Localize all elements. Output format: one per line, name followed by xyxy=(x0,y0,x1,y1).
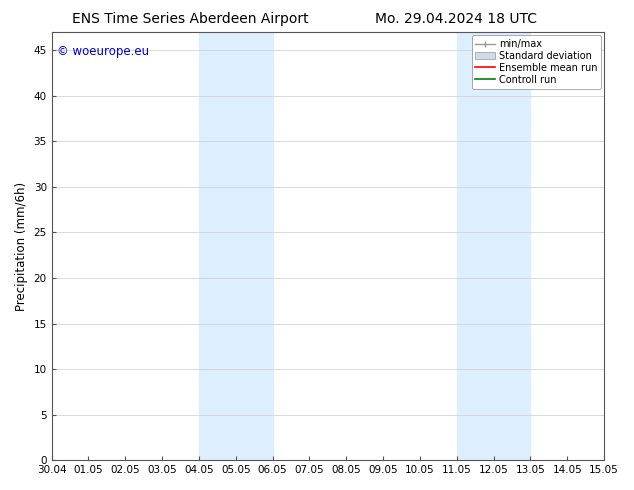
Text: Mo. 29.04.2024 18 UTC: Mo. 29.04.2024 18 UTC xyxy=(375,12,538,26)
Y-axis label: Precipitation (mm/6h): Precipitation (mm/6h) xyxy=(15,182,28,311)
Text: © woeurope.eu: © woeurope.eu xyxy=(57,45,150,58)
Text: ENS Time Series Aberdeen Airport: ENS Time Series Aberdeen Airport xyxy=(72,12,309,26)
Bar xyxy=(457,32,531,460)
Bar xyxy=(199,32,273,460)
Legend: min/max, Standard deviation, Ensemble mean run, Controll run: min/max, Standard deviation, Ensemble me… xyxy=(472,35,601,89)
